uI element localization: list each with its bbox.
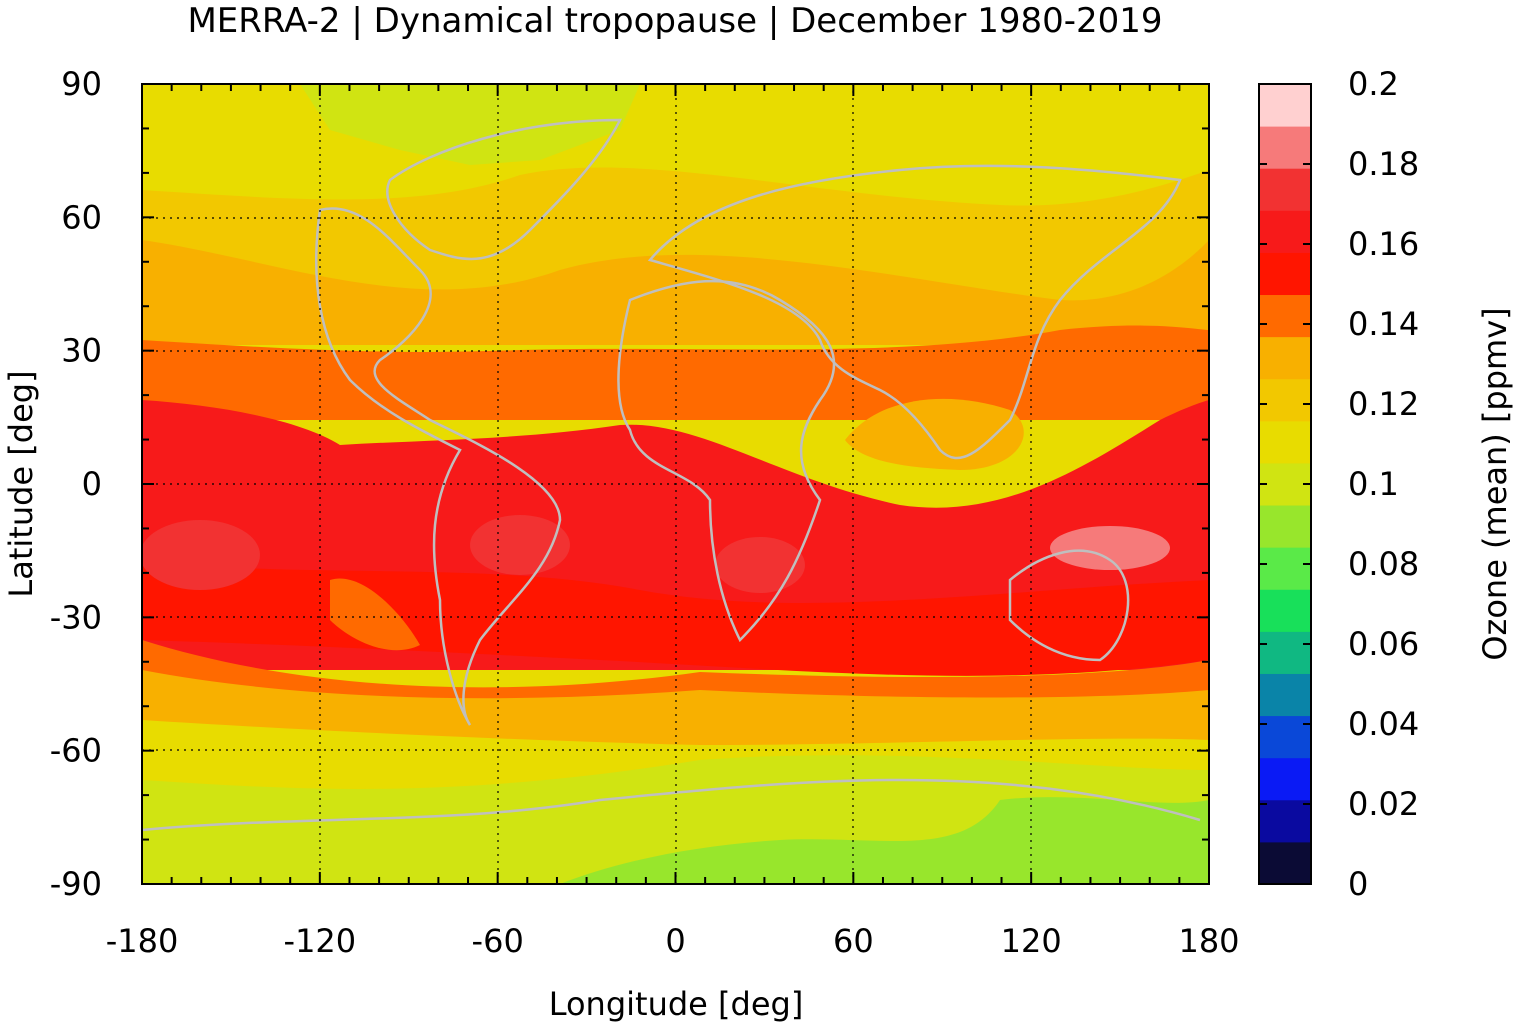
colorbar-segment [1259, 462, 1311, 506]
band-antarctic-low [560, 797, 1209, 884]
y-tick-label: -90 [50, 865, 102, 903]
band-greenland-low [300, 84, 640, 165]
patch-pacific [142, 520, 260, 590]
colorbar-tick-label: 0.14 [1348, 305, 1419, 343]
patch-australia [1050, 526, 1170, 570]
band-south-pacific-tongue [330, 578, 420, 651]
y-tick-label: -60 [50, 732, 102, 770]
colorbar [1259, 84, 1311, 885]
colorbar-segment [1259, 547, 1311, 590]
x-tick-label: -60 [472, 922, 524, 960]
colorbar-segment [1259, 505, 1311, 548]
x-tick-label: 0 [665, 922, 685, 960]
colorbar-segment [1259, 589, 1311, 632]
chart-title: MERRA-2 | Dynamical tropopause | Decembe… [187, 1, 1163, 41]
y-tick-label: 0 [82, 465, 102, 503]
patch-south-america [470, 515, 570, 575]
x-tick-label: -180 [106, 922, 179, 960]
colorbar-tick-label: 0.12 [1348, 385, 1419, 423]
colorbar-tick-label: 0.18 [1348, 145, 1419, 183]
coastlines [142, 118, 1201, 832]
x-tick-label: 180 [1178, 922, 1239, 960]
colorbar-tick-labels: 0.2 0.18 0.16 0.14 0.12 0.1 0.08 0.06 0.04 0.02 0 [1348, 65, 1419, 903]
y-tick-label: 60 [61, 198, 102, 236]
colorbar-tick-label: 0.2 [1348, 65, 1399, 103]
colorbar-tick-label: 0.16 [1348, 225, 1419, 263]
colorbar-tick-label: 0.08 [1348, 545, 1419, 583]
colorbar-segment [1259, 252, 1311, 296]
colorbar-segment [1259, 294, 1311, 338]
axis-ticks [141, 83, 1210, 885]
x-tick-labels: -180 -120 -60 0 60 120 180 [106, 922, 1240, 960]
colorbar-segment [1259, 757, 1311, 801]
x-tick-label: -120 [284, 922, 357, 960]
colorbar-segment [1259, 799, 1311, 843]
colorbar-segment [1259, 168, 1311, 211]
y-tick-label: -30 [50, 598, 102, 636]
colorbar-ticks [1259, 83, 1311, 885]
colorbar-segment [1259, 126, 1311, 169]
colorbar-segment [1259, 336, 1311, 380]
patch-africa [715, 537, 805, 593]
y-tick-label: 30 [61, 332, 102, 370]
x-tick-label: 120 [1001, 922, 1062, 960]
colorbar-label: Ozone (mean) [ppmv] [1476, 307, 1514, 660]
colorbar-tick-label: 0.06 [1348, 625, 1419, 663]
colorbar-segment [1259, 631, 1311, 674]
colorbar-segment [1259, 420, 1311, 464]
grid-lines [142, 84, 1209, 884]
colorbar-segment [1259, 378, 1311, 422]
colorbar-tick-label: 0.04 [1348, 705, 1419, 743]
colorbar-segment [1259, 210, 1311, 253]
band-tropical-indian [845, 398, 1024, 470]
band-north-mid-2 [142, 240, 1209, 345]
x-axis-label: Longitude [deg] [549, 985, 804, 1023]
colorbar-segment [1259, 84, 1311, 127]
y-axis-label: Latitude [deg] [2, 370, 40, 597]
y-tick-labels: 90 60 30 0 -30 -60 -90 [50, 65, 102, 903]
y-tick-label: 90 [61, 65, 102, 103]
x-tick-label: 60 [833, 922, 874, 960]
colorbar-segment [1259, 673, 1311, 717]
colorbar-tick-label: 0.02 [1348, 785, 1419, 823]
colorbar-segment [1259, 715, 1311, 759]
colorbar-tick-label: 0.1 [1348, 465, 1399, 503]
colorbar-tick-label: 0 [1348, 865, 1368, 903]
colorbar-segment [1259, 841, 1311, 885]
